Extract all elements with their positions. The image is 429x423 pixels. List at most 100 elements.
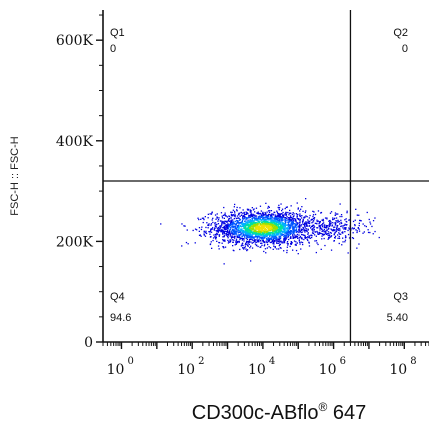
event-point	[343, 224, 345, 227]
event-point	[330, 211, 333, 213]
event-point	[264, 230, 266, 232]
event-point	[254, 226, 257, 228]
event-point	[336, 220, 338, 222]
event-point	[270, 216, 273, 218]
event-point	[289, 230, 292, 232]
event-point	[269, 216, 271, 218]
event-point	[203, 234, 205, 236]
event-point	[307, 221, 309, 223]
event-point	[242, 209, 244, 211]
event-point	[250, 233, 252, 236]
event-point	[220, 212, 223, 214]
event-point	[236, 210, 238, 212]
event-point	[312, 221, 314, 223]
event-point	[236, 206, 238, 209]
event-point	[241, 228, 243, 230]
event-point	[274, 221, 277, 223]
event-point	[226, 233, 228, 235]
event-point	[272, 219, 274, 221]
event-point	[286, 249, 288, 252]
event-point	[228, 231, 230, 233]
event-point	[311, 222, 313, 224]
event-point	[223, 235, 225, 237]
event-point	[307, 232, 309, 234]
event-point	[248, 216, 250, 218]
event-point	[230, 221, 232, 224]
x-tick-exponent: 8	[410, 356, 416, 367]
event-point	[244, 236, 246, 238]
event-point	[297, 253, 299, 255]
event-point	[245, 219, 247, 221]
event-point	[221, 230, 223, 232]
event-point	[273, 228, 275, 230]
event-point	[292, 237, 295, 239]
event-point	[247, 226, 249, 228]
event-point	[283, 225, 286, 227]
event-point	[301, 206, 303, 208]
event-point	[239, 238, 241, 241]
event-point	[272, 242, 275, 245]
event-point	[333, 234, 335, 236]
event-point	[287, 235, 289, 238]
event-point	[245, 213, 248, 215]
event-point	[284, 207, 286, 210]
event-point	[194, 242, 196, 244]
event-point	[264, 242, 266, 244]
event-point	[290, 220, 292, 222]
event-point	[198, 230, 200, 232]
event-point	[266, 211, 268, 213]
event-point	[270, 218, 273, 220]
event-point	[234, 212, 236, 214]
event-point	[298, 218, 300, 220]
event-point	[337, 224, 339, 227]
event-point	[221, 224, 223, 226]
event-point	[283, 237, 285, 240]
event-point	[260, 228, 263, 230]
event-point	[255, 232, 257, 234]
event-point	[263, 235, 265, 237]
event-point	[308, 225, 310, 227]
event-point	[232, 228, 234, 231]
event-point	[230, 227, 232, 229]
event-point	[261, 236, 263, 238]
event-point	[374, 217, 376, 219]
event-point	[249, 221, 251, 223]
y-axis-label: FSC-H :: FSC-H	[9, 136, 21, 215]
event-point	[233, 218, 235, 220]
event-point	[294, 223, 297, 225]
event-point	[272, 241, 274, 243]
event-point	[287, 229, 289, 232]
event-point	[301, 233, 303, 236]
event-point	[298, 226, 300, 228]
event-point	[234, 230, 237, 232]
event-point	[301, 215, 303, 217]
event-point	[272, 236, 274, 238]
event-point	[293, 240, 296, 242]
event-point	[340, 219, 342, 221]
event-point	[224, 214, 226, 216]
event-point	[280, 203, 282, 205]
event-point	[324, 226, 326, 228]
event-point	[239, 248, 241, 251]
event-point	[259, 218, 262, 220]
event-point	[225, 234, 227, 236]
event-point	[223, 228, 226, 230]
event-point	[305, 224, 307, 226]
event-point	[181, 223, 183, 225]
event-point	[245, 225, 247, 227]
event-point	[216, 230, 218, 233]
event-point	[286, 242, 288, 244]
event-point	[278, 248, 280, 250]
event-point	[211, 228, 213, 230]
event-point	[237, 232, 240, 234]
event-point	[281, 208, 284, 210]
event-point	[304, 234, 306, 237]
event-point	[245, 213, 247, 216]
event-point	[317, 231, 319, 234]
event-point	[251, 247, 254, 249]
event-point	[212, 221, 214, 224]
event-point	[229, 232, 231, 235]
event-point	[319, 227, 321, 229]
event-point	[246, 212, 248, 214]
event-point	[254, 241, 256, 243]
